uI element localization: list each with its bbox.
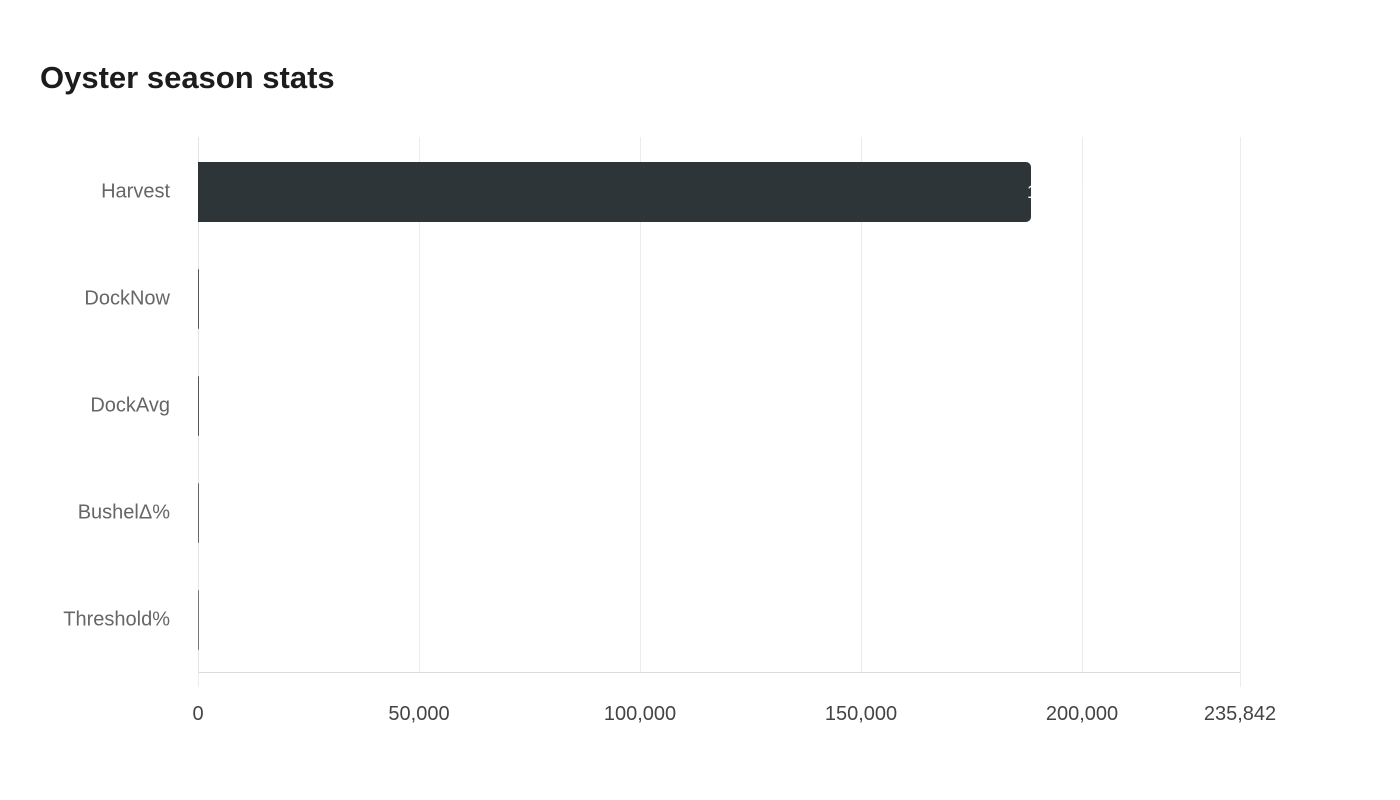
tick-mark-max xyxy=(1240,673,1241,687)
x-tick-max: 235,842 xyxy=(1203,703,1277,725)
category-label-threshold: Threshold% xyxy=(63,608,170,631)
bar-bushel-delta[interactable] xyxy=(198,483,199,543)
x-axis-line xyxy=(198,672,1240,673)
tick-mark-0 xyxy=(198,673,199,687)
category-label-bushel-delta: BushelΔ% xyxy=(77,501,170,524)
category-label-harvest: Harvest xyxy=(101,180,170,203)
bar-threshold[interactable] xyxy=(198,590,199,650)
x-tick-150000: 150,000 xyxy=(824,703,898,725)
bar-value-label-harvest: 188,540 xyxy=(1027,182,1093,202)
gridline-200000 xyxy=(1082,137,1083,673)
gridline-50000 xyxy=(419,137,420,673)
category-label-dockavg: DockAvg xyxy=(90,394,170,417)
x-tick-100000: 100,000 xyxy=(603,703,677,725)
gridline-150000 xyxy=(861,137,862,673)
plot-area: 188,540 xyxy=(198,137,1241,673)
x-tick-200000: 200,000 xyxy=(1045,703,1119,725)
x-tick-50000: 50,000 xyxy=(388,703,450,725)
gridline-max xyxy=(1240,137,1241,673)
category-label-docknow: DockNow xyxy=(84,287,170,310)
chart-title: Oyster season stats xyxy=(40,60,335,95)
x-tick-0: 0 xyxy=(192,703,204,725)
bar-harvest[interactable] xyxy=(198,162,1031,222)
bar-dockavg[interactable] xyxy=(198,376,199,436)
bar-docknow[interactable] xyxy=(198,269,199,329)
gridline-100000 xyxy=(640,137,641,673)
